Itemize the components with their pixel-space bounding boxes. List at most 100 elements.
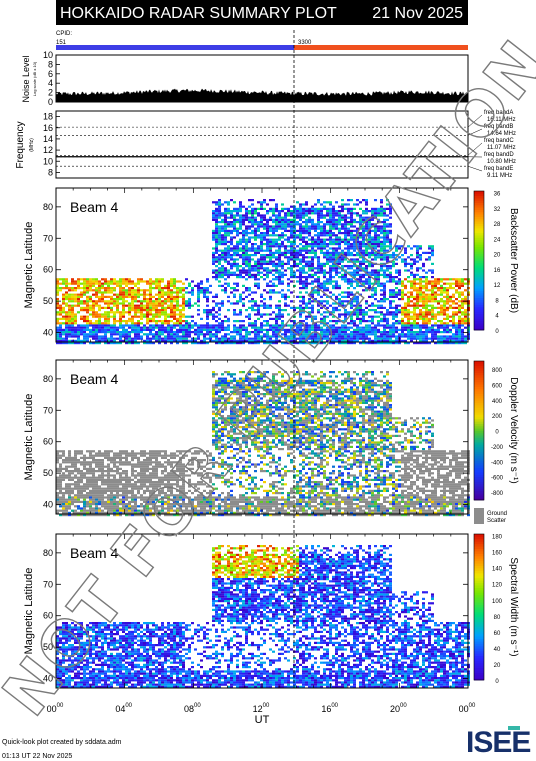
echo-cell	[260, 240, 263, 243]
echo-cell	[386, 317, 389, 320]
echo-cell	[320, 265, 323, 268]
echo-cell	[68, 326, 71, 329]
echo-cell	[383, 333, 386, 336]
echo-cell	[275, 326, 278, 329]
echo-cell	[62, 333, 65, 336]
echo-cell	[389, 335, 392, 338]
echo-cell	[443, 335, 446, 338]
echo-cell	[383, 258, 386, 261]
echo-cell	[320, 326, 323, 329]
echo-cell	[419, 342, 422, 345]
echo-cell	[95, 514, 98, 517]
echo-cell	[146, 326, 149, 329]
echo-cell	[227, 207, 230, 210]
echo-cell	[263, 289, 266, 292]
echo-cell	[326, 243, 329, 246]
echo-cell	[101, 503, 104, 506]
echo-cell	[101, 500, 104, 503]
echo-cell	[86, 481, 89, 484]
echo-cell	[188, 282, 191, 285]
echo-cell	[335, 249, 338, 252]
echo-cell	[383, 339, 386, 342]
echo-cell	[65, 315, 68, 318]
echo-cell	[227, 251, 230, 254]
echo-cell	[140, 328, 143, 331]
echo-cell	[173, 311, 176, 314]
echo-cell	[200, 324, 203, 327]
echo-cell	[302, 306, 305, 309]
echo-cell	[218, 331, 221, 334]
echo-cell	[83, 461, 86, 464]
echo-cell	[83, 293, 86, 296]
echo-cell	[215, 265, 218, 268]
echo-cell	[59, 489, 62, 492]
echo-cell	[362, 258, 365, 261]
echo-cell	[86, 295, 89, 298]
echo-cell	[302, 311, 305, 314]
echo-cell	[464, 326, 467, 329]
echo-cell	[434, 331, 437, 334]
echo-cell	[461, 284, 464, 287]
echo-cell	[86, 514, 89, 517]
echo-cell	[335, 295, 338, 298]
echo-cell	[338, 315, 341, 318]
echo-cell	[101, 492, 104, 495]
echo-cell	[293, 216, 296, 219]
echo-cell	[452, 335, 455, 338]
echo-cell	[119, 317, 122, 320]
echo-cell	[92, 313, 95, 316]
echo-cell	[335, 265, 338, 268]
echo-cell	[227, 284, 230, 287]
echo-cell	[278, 260, 281, 263]
echo-cell	[392, 256, 395, 259]
echo-cell	[98, 514, 101, 517]
echo-cell	[161, 300, 164, 303]
echo-cell	[167, 300, 170, 303]
echo-cell	[284, 331, 287, 334]
echo-cell	[245, 337, 248, 340]
echo-cell	[431, 271, 434, 274]
echo-cell	[80, 278, 83, 281]
echo-cell	[296, 328, 299, 331]
echo-cell	[425, 313, 428, 316]
echo-cell	[347, 302, 350, 305]
echo-cell	[404, 335, 407, 338]
echo-cell	[308, 256, 311, 259]
echo-cell	[296, 324, 299, 327]
echo-cell	[308, 260, 311, 263]
freq-tick-label: 16	[43, 123, 53, 133]
echo-cell	[221, 256, 224, 259]
echo-cell	[80, 306, 83, 309]
echo-cell	[359, 265, 362, 268]
echo-cell	[365, 247, 368, 250]
echo-cell	[167, 326, 170, 329]
echo-cell	[353, 265, 356, 268]
echo-cell	[428, 247, 431, 250]
echo-cell	[86, 333, 89, 336]
echo-cell	[158, 337, 161, 340]
echo-cell	[413, 317, 416, 320]
echo-cell	[143, 289, 146, 292]
echo-cell	[356, 284, 359, 287]
echo-cell	[224, 214, 227, 217]
echo-cell	[326, 207, 329, 210]
echo-cell	[173, 304, 176, 307]
echo-cell	[338, 339, 341, 342]
echo-cell	[410, 317, 413, 320]
echo-cell	[287, 282, 290, 285]
echo-cell	[329, 278, 332, 281]
echo-cell	[293, 212, 296, 215]
echo-cell	[371, 245, 374, 248]
echo-cell	[107, 454, 110, 457]
echo-cell	[419, 300, 422, 303]
echo-cell	[212, 210, 215, 213]
echo-cell	[320, 232, 323, 235]
echo-cell	[122, 304, 125, 307]
echo-cell	[77, 470, 80, 473]
echo-cell	[296, 280, 299, 283]
echo-cell	[191, 320, 194, 323]
echo-cell	[119, 289, 122, 292]
echo-cell	[74, 328, 77, 331]
header-bar	[56, 0, 468, 25]
echo-cell	[287, 238, 290, 241]
